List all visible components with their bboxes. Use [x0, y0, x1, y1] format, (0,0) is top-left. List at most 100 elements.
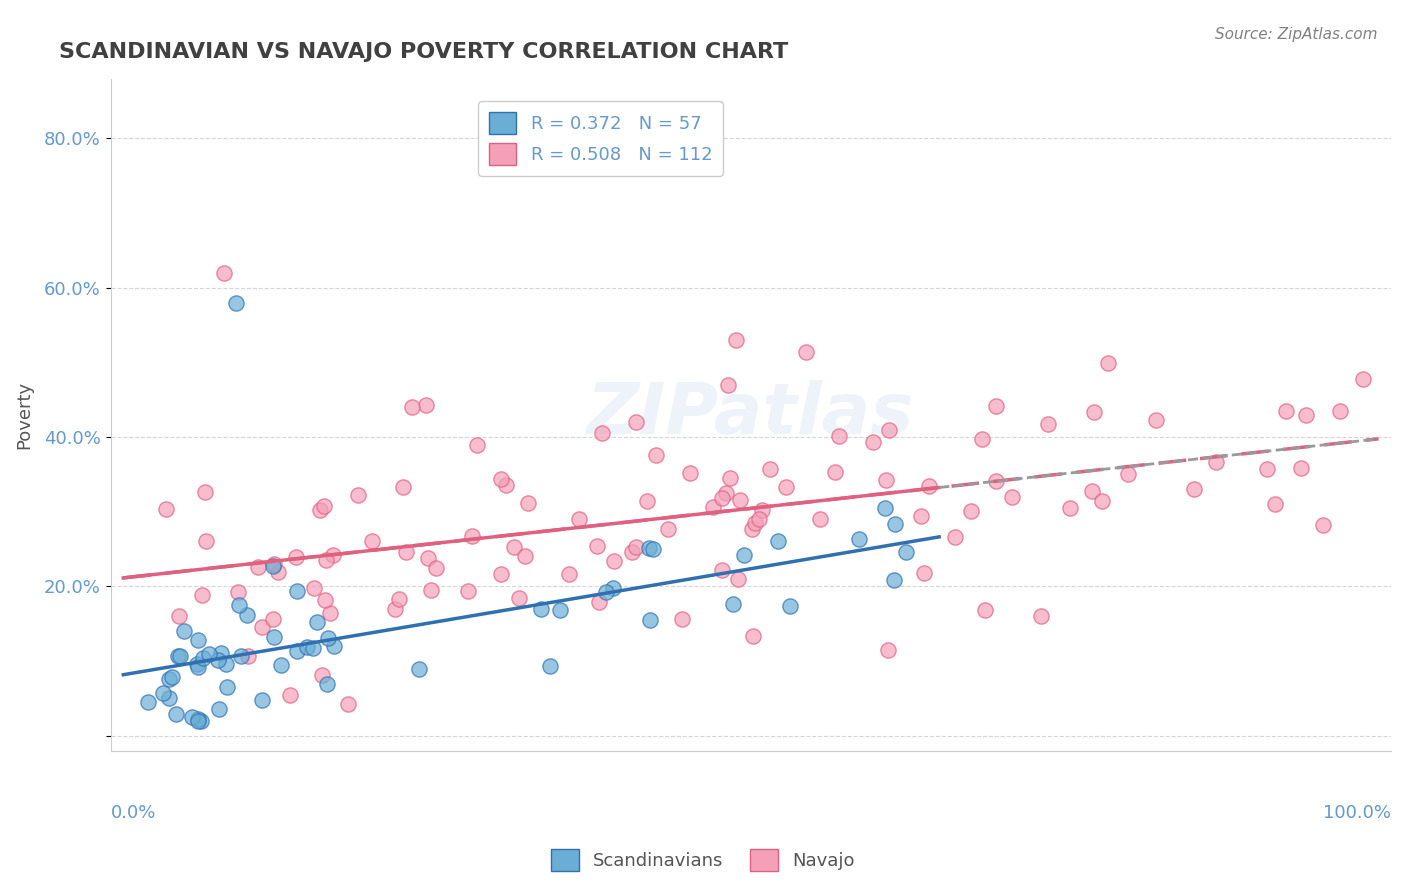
- Point: [250, 620, 273, 634]
- Point: [181, 710, 204, 724]
- Point: [1312, 518, 1334, 533]
- Point: [314, 499, 336, 513]
- Point: [270, 657, 292, 672]
- Point: [848, 532, 870, 546]
- Point: [918, 479, 941, 493]
- Point: [284, 549, 307, 564]
- Point: [1081, 484, 1104, 499]
- Point: [779, 599, 801, 613]
- Point: [515, 549, 537, 564]
- Point: [1353, 371, 1375, 385]
- Point: [318, 607, 340, 621]
- Point: [416, 550, 439, 565]
- Point: [415, 398, 437, 412]
- Point: [190, 714, 212, 728]
- Point: [425, 561, 447, 575]
- Point: [1274, 404, 1296, 418]
- Text: 100.0%: 100.0%: [1323, 805, 1391, 822]
- Point: [315, 553, 337, 567]
- Point: [503, 540, 526, 554]
- Point: [727, 572, 749, 586]
- Point: [226, 585, 249, 599]
- Point: [636, 494, 658, 508]
- Point: [718, 471, 741, 485]
- Point: [391, 480, 413, 494]
- Point: [295, 640, 318, 654]
- Point: [910, 508, 932, 523]
- Point: [215, 657, 238, 671]
- Point: [716, 486, 738, 500]
- Point: [278, 689, 301, 703]
- Point: [741, 522, 763, 536]
- Y-axis label: Poverty: Poverty: [15, 381, 32, 449]
- Point: [167, 609, 190, 624]
- Point: [236, 648, 259, 663]
- Text: ZIPatlas: ZIPatlas: [588, 380, 914, 449]
- Point: [702, 500, 724, 515]
- Point: [207, 653, 229, 667]
- Point: [247, 560, 270, 574]
- Point: [467, 438, 489, 452]
- Point: [728, 493, 751, 508]
- Point: [302, 641, 325, 656]
- Point: [187, 712, 209, 726]
- Point: [883, 574, 905, 588]
- Point: [191, 651, 214, 665]
- Point: [215, 680, 238, 694]
- Point: [894, 545, 917, 559]
- Point: [263, 631, 285, 645]
- Point: [1097, 356, 1119, 370]
- Point: [212, 266, 235, 280]
- Point: [711, 563, 734, 577]
- Point: [638, 613, 661, 627]
- Legend: Scandinavians, Navajo: Scandinavians, Navajo: [544, 842, 862, 879]
- Point: [384, 601, 406, 615]
- Point: [316, 631, 339, 645]
- Point: [548, 603, 571, 617]
- Point: [167, 649, 190, 664]
- Point: [267, 565, 290, 579]
- Point: [157, 673, 180, 687]
- Point: [508, 591, 530, 605]
- Point: [1289, 460, 1312, 475]
- Point: [209, 646, 232, 660]
- Point: [517, 495, 540, 509]
- Point: [302, 581, 325, 595]
- Point: [530, 602, 553, 616]
- Point: [538, 659, 561, 673]
- Point: [262, 612, 284, 626]
- Point: [1083, 404, 1105, 418]
- Point: [827, 429, 849, 443]
- Point: [262, 558, 284, 573]
- Point: [308, 502, 330, 516]
- Point: [986, 399, 1008, 413]
- Point: [657, 522, 679, 536]
- Point: [912, 566, 935, 580]
- Point: [160, 670, 183, 684]
- Point: [1256, 462, 1278, 476]
- Text: Source: ZipAtlas.com: Source: ZipAtlas.com: [1215, 27, 1378, 42]
- Point: [626, 416, 648, 430]
- Point: [759, 462, 782, 476]
- Point: [1329, 404, 1351, 418]
- Point: [395, 545, 418, 559]
- Point: [263, 557, 285, 571]
- Point: [461, 529, 484, 543]
- Point: [152, 686, 174, 700]
- Point: [1001, 491, 1024, 505]
- Point: [875, 500, 897, 515]
- Point: [960, 504, 983, 518]
- Point: [586, 539, 609, 553]
- Point: [884, 517, 907, 532]
- Point: [173, 624, 195, 639]
- Point: [725, 333, 748, 347]
- Point: [187, 632, 209, 647]
- Point: [748, 512, 770, 526]
- Point: [824, 465, 846, 479]
- Point: [250, 693, 273, 707]
- Point: [198, 647, 221, 661]
- Point: [169, 648, 191, 663]
- Point: [187, 660, 209, 674]
- Point: [1116, 467, 1139, 481]
- Point: [495, 478, 517, 492]
